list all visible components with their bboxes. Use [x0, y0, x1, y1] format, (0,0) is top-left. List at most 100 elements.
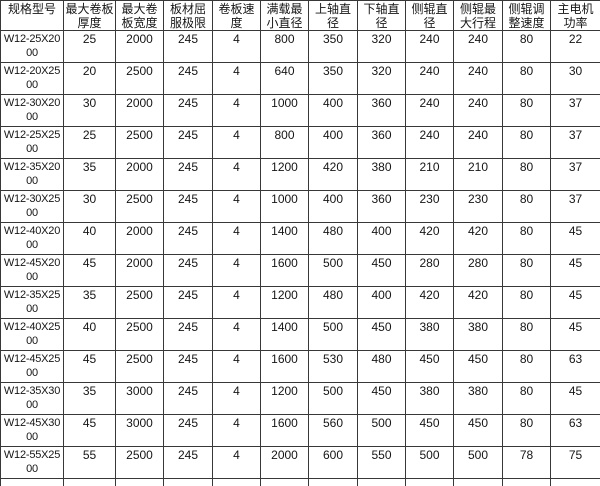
- model-cell: W12-30X2500: [0, 190, 64, 223]
- value-cell: [357, 478, 406, 486]
- value-cell: 80: [502, 62, 551, 95]
- value-cell: [550, 478, 600, 486]
- value-cell: 480: [357, 350, 406, 383]
- value-cell: 240: [453, 30, 503, 63]
- value-cell: 420: [308, 158, 358, 191]
- value-cell: [260, 478, 309, 486]
- value-cell: 45: [550, 318, 600, 351]
- value-cell: 80: [502, 190, 551, 223]
- value-cell: 245: [163, 350, 213, 383]
- value-cell: 45: [63, 254, 116, 287]
- value-cell: 530: [308, 350, 358, 383]
- value-cell: 4: [212, 30, 261, 63]
- value-cell: 1600: [260, 350, 309, 383]
- value-cell: 1200: [260, 286, 309, 319]
- column-header: 主电机功率: [550, 0, 600, 31]
- value-cell: 230: [405, 190, 454, 223]
- value-cell: 450: [357, 318, 406, 351]
- value-cell: 30: [63, 94, 116, 127]
- value-cell: 2000: [115, 222, 164, 255]
- value-cell: 2000: [115, 30, 164, 63]
- value-cell: 240: [405, 126, 454, 159]
- value-cell: 400: [357, 222, 406, 255]
- value-cell: 420: [405, 286, 454, 319]
- value-cell: 20: [63, 62, 116, 95]
- value-cell: 22: [550, 30, 600, 63]
- value-cell: 4: [212, 190, 261, 223]
- value-cell: 380: [453, 382, 503, 415]
- column-header: 侧辊调整速度: [502, 0, 551, 31]
- model-cell: W12-45X3000: [0, 414, 64, 447]
- value-cell: 240: [453, 62, 503, 95]
- value-cell: 245: [163, 254, 213, 287]
- column-header: 侧辊最大行程: [453, 0, 503, 31]
- model-cell: W12-45X2000: [0, 254, 64, 287]
- value-cell: 600: [308, 446, 358, 479]
- value-cell: 400: [308, 126, 358, 159]
- value-cell: 1400: [260, 222, 309, 255]
- value-cell: 45: [63, 350, 116, 383]
- table-row: W12-45X2000 45 2000 245 4 1600 500 450 280 280 80 4…: [0, 254, 600, 287]
- table-row: W12-40X2500 40 2500 245 4 1400 500 450 380 380 80 4…: [0, 318, 600, 351]
- table-row: W12-35X2000 35 2000 245 4 1200 420 380 210 210 80 3…: [0, 158, 600, 191]
- value-cell: 245: [163, 158, 213, 191]
- value-cell: 245: [163, 126, 213, 159]
- value-cell: 2500: [115, 190, 164, 223]
- value-cell: 80: [502, 30, 551, 63]
- value-cell: 2000: [115, 94, 164, 127]
- value-cell: 45: [550, 254, 600, 287]
- value-cell: 2500: [115, 126, 164, 159]
- value-cell: 35: [63, 158, 116, 191]
- column-header: 上轴直径: [308, 0, 358, 31]
- model-cell: W12-30X2000: [0, 94, 64, 127]
- value-cell: 245: [163, 94, 213, 127]
- model-cell: W12-35X2000: [0, 158, 64, 191]
- value-cell: 380: [405, 318, 454, 351]
- value-cell: 37: [550, 158, 600, 191]
- value-cell: 2000: [115, 254, 164, 287]
- value-cell: 210: [405, 158, 454, 191]
- value-cell: 240: [453, 126, 503, 159]
- value-cell: 4: [212, 286, 261, 319]
- value-cell: 500: [405, 446, 454, 479]
- value-cell: [308, 478, 358, 486]
- value-cell: 80: [502, 158, 551, 191]
- value-cell: 4: [212, 254, 261, 287]
- value-cell: 2000: [260, 446, 309, 479]
- value-cell: 4: [212, 446, 261, 479]
- value-cell: 500: [453, 446, 503, 479]
- value-cell: 450: [453, 414, 503, 447]
- column-header: 下轴直径: [357, 0, 406, 31]
- value-cell: 450: [453, 350, 503, 383]
- column-header: 卷板速度: [212, 0, 261, 31]
- value-cell: 80: [502, 222, 551, 255]
- value-cell: 245: [163, 286, 213, 319]
- table-row: [0, 478, 600, 486]
- value-cell: 1600: [260, 254, 309, 287]
- value-cell: 35: [63, 382, 116, 415]
- value-cell: 4: [212, 158, 261, 191]
- value-cell: [453, 478, 503, 486]
- table-row: W12-30X2000 30 2000 245 4 1000 400 360 240 240 80 3…: [0, 94, 600, 127]
- value-cell: 320: [357, 62, 406, 95]
- column-header: 最大卷板厚度: [63, 0, 116, 31]
- model-cell: W12-40X2500: [0, 318, 64, 351]
- value-cell: 80: [502, 350, 551, 383]
- value-cell: 2500: [115, 318, 164, 351]
- value-cell: 245: [163, 62, 213, 95]
- value-cell: 240: [405, 30, 454, 63]
- value-cell: 480: [308, 286, 358, 319]
- value-cell: 4: [212, 126, 261, 159]
- value-cell: 245: [163, 414, 213, 447]
- value-cell: 25: [63, 126, 116, 159]
- value-cell: 420: [453, 222, 503, 255]
- value-cell: 450: [405, 350, 454, 383]
- value-cell: 1600: [260, 414, 309, 447]
- model-cell: W12-20X2500: [0, 62, 64, 95]
- value-cell: 1000: [260, 190, 309, 223]
- value-cell: 4: [212, 350, 261, 383]
- column-header: 板材屈服极限: [163, 0, 213, 31]
- value-cell: 63: [550, 414, 600, 447]
- value-cell: [163, 478, 213, 486]
